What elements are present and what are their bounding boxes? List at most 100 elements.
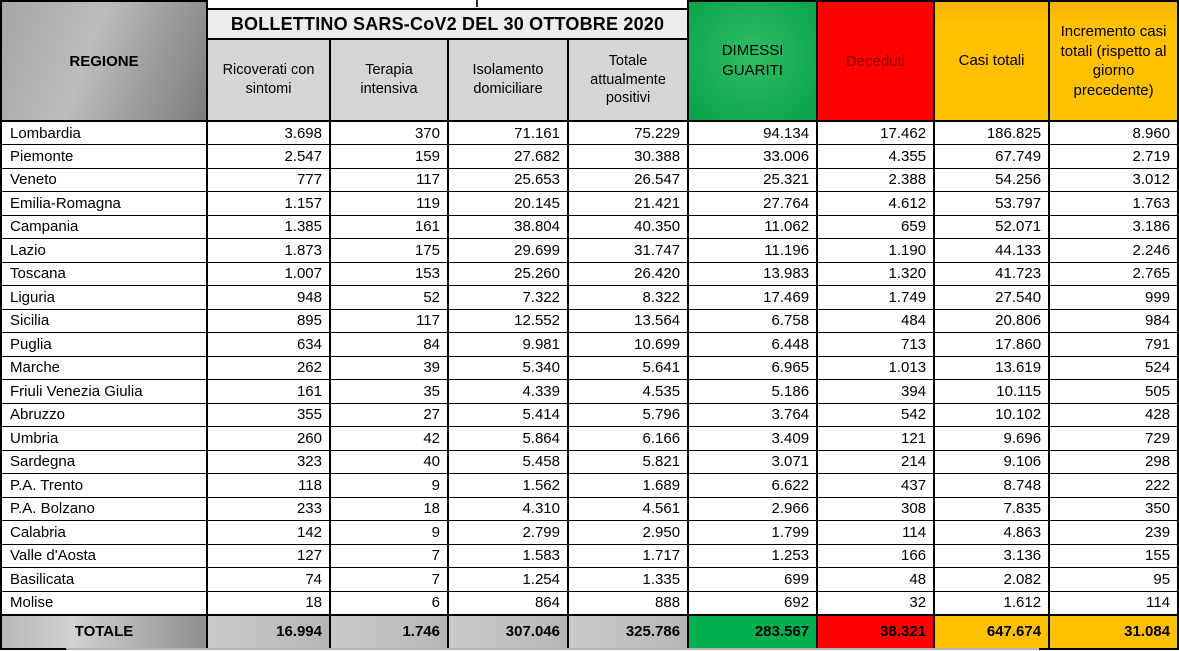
total-value-casi-totali: 647.674 bbox=[933, 613, 1051, 650]
value-cell: 5.641 bbox=[566, 355, 690, 380]
table-row: Abruzzo 355 27 5.414 5.796 3.764 542 10.… bbox=[0, 402, 1179, 427]
value-cell: 121 bbox=[816, 426, 936, 451]
table-row: Basilicata 74 7 1.254 1.335 699 48 2.082… bbox=[0, 567, 1179, 592]
value-cell: 17.462 bbox=[816, 120, 936, 145]
value-cell: 84 bbox=[329, 332, 449, 357]
region-name: Liguria bbox=[0, 285, 208, 310]
column-header-terapia-intensiva: Terapia intensiva bbox=[329, 38, 449, 122]
region-name: Piemonte bbox=[0, 144, 208, 169]
value-cell: 13.564 bbox=[566, 308, 690, 333]
region-name: Campania bbox=[0, 214, 208, 239]
region-name: Molise bbox=[0, 590, 208, 615]
value-cell: 52.071 bbox=[933, 214, 1051, 239]
value-cell: 4.863 bbox=[933, 520, 1051, 545]
page-title: BOLLETTINO SARS-CoV2 DEL 30 OTTOBRE 2020 bbox=[209, 8, 687, 37]
value-cell: 1.583 bbox=[447, 543, 569, 568]
column-header-isolamento: Isolamento domiciliare bbox=[447, 38, 569, 122]
value-cell: 791 bbox=[1048, 332, 1179, 357]
value-cell: 3.764 bbox=[687, 402, 819, 427]
value-cell: 1.013 bbox=[816, 355, 936, 380]
value-cell: 9.696 bbox=[933, 426, 1051, 451]
value-cell: 4.612 bbox=[816, 191, 936, 216]
value-cell: 75.229 bbox=[566, 120, 690, 145]
value-cell: 9.106 bbox=[933, 449, 1051, 474]
value-cell: 4.561 bbox=[566, 496, 690, 521]
value-cell: 659 bbox=[816, 214, 936, 239]
region-name: Lazio bbox=[0, 238, 208, 263]
table-row: Umbria 260 42 5.864 6.166 3.409 121 9.69… bbox=[0, 426, 1179, 451]
value-cell: 1.689 bbox=[566, 473, 690, 498]
value-cell: 2.719 bbox=[1048, 144, 1179, 169]
value-cell: 6.448 bbox=[687, 332, 819, 357]
value-cell: 4.355 bbox=[816, 144, 936, 169]
column-header-ricoverati: Ricoverati con sintomi bbox=[206, 38, 331, 122]
value-cell: 25.653 bbox=[447, 167, 569, 192]
value-cell: 71.161 bbox=[447, 120, 569, 145]
total-value-terapia: 1.746 bbox=[329, 613, 449, 650]
value-cell: 3.698 bbox=[206, 120, 331, 145]
value-cell: 4.535 bbox=[566, 379, 690, 404]
value-cell: 2.950 bbox=[566, 520, 690, 545]
value-cell: 31.747 bbox=[566, 238, 690, 263]
value-cell: 26.420 bbox=[566, 261, 690, 286]
value-cell: 95 bbox=[1048, 567, 1179, 592]
value-cell: 370 bbox=[329, 120, 449, 145]
value-cell: 161 bbox=[206, 379, 331, 404]
value-cell: 6.965 bbox=[687, 355, 819, 380]
value-cell: 3.186 bbox=[1048, 214, 1179, 239]
value-cell: 119 bbox=[329, 191, 449, 216]
value-cell: 239 bbox=[1048, 520, 1179, 545]
value-cell: 117 bbox=[329, 167, 449, 192]
value-cell: 1.253 bbox=[687, 543, 819, 568]
value-cell: 428 bbox=[1048, 402, 1179, 427]
header-row-title: REGIONE BOLLETTINO SARS-CoV2 DEL 30 OTTO… bbox=[0, 0, 1179, 122]
value-cell: 114 bbox=[1048, 590, 1179, 615]
value-cell: 777 bbox=[206, 167, 331, 192]
value-cell: 114 bbox=[816, 520, 936, 545]
region-name: Sardegna bbox=[0, 449, 208, 474]
value-cell: 1.612 bbox=[933, 590, 1051, 615]
value-cell: 2.799 bbox=[447, 520, 569, 545]
value-cell: 67.749 bbox=[933, 144, 1051, 169]
value-cell: 7 bbox=[329, 567, 449, 592]
value-cell: 6.166 bbox=[566, 426, 690, 451]
value-cell: 32 bbox=[816, 590, 936, 615]
total-label: TOTALE bbox=[0, 613, 208, 650]
value-cell: 298 bbox=[1048, 449, 1179, 474]
value-cell: 692 bbox=[687, 590, 819, 615]
table-row: Emilia-Romagna 1.157 119 20.145 21.421 2… bbox=[0, 191, 1179, 216]
value-cell: 1.320 bbox=[816, 261, 936, 286]
value-cell: 52 bbox=[329, 285, 449, 310]
value-cell: 27.540 bbox=[933, 285, 1051, 310]
region-name: Puglia bbox=[0, 332, 208, 357]
value-cell: 999 bbox=[1048, 285, 1179, 310]
value-cell: 5.864 bbox=[447, 426, 569, 451]
value-cell: 41.723 bbox=[933, 261, 1051, 286]
column-header-totale-positivi: Totale attualmente positivi bbox=[566, 38, 690, 122]
value-cell: 54.256 bbox=[933, 167, 1051, 192]
value-cell: 505 bbox=[1048, 379, 1179, 404]
title-cell: BOLLETTINO SARS-CoV2 DEL 30 OTTOBRE 2020 bbox=[205, 0, 690, 40]
value-cell: 40 bbox=[329, 449, 449, 474]
value-cell: 1.562 bbox=[447, 473, 569, 498]
table-row: Piemonte 2.547 159 27.682 30.388 33.006 … bbox=[0, 144, 1179, 169]
value-cell: 323 bbox=[206, 449, 331, 474]
value-cell: 25.321 bbox=[687, 167, 819, 192]
header-row-sub: Ricoverati con sintomi Terapia intensiva… bbox=[1, 38, 1178, 122]
total-value-guariti: 283.567 bbox=[687, 613, 819, 650]
region-name: Emilia-Romagna bbox=[0, 191, 208, 216]
value-cell: 94.134 bbox=[687, 120, 819, 145]
value-cell: 127 bbox=[206, 543, 331, 568]
value-cell: 8.748 bbox=[933, 473, 1051, 498]
value-cell: 1.157 bbox=[206, 191, 331, 216]
table-row: Sardegna 323 40 5.458 5.821 3.071 214 9.… bbox=[0, 449, 1179, 474]
value-cell: 4.339 bbox=[447, 379, 569, 404]
value-cell: 35 bbox=[329, 379, 449, 404]
total-value-positivi: 325.786 bbox=[566, 613, 690, 650]
total-value-incremento: 31.084 bbox=[1048, 613, 1179, 650]
region-name: Friuli Venezia Giulia bbox=[0, 379, 208, 404]
value-cell: 175 bbox=[329, 238, 449, 263]
table-row: Calabria 142 9 2.799 2.950 1.799 114 4.8… bbox=[0, 520, 1179, 545]
table-row: P.A. Bolzano 233 18 4.310 4.561 2.966 30… bbox=[0, 496, 1179, 521]
table-row: Molise 18 6 864 888 692 32 1.612 114 bbox=[0, 590, 1179, 615]
